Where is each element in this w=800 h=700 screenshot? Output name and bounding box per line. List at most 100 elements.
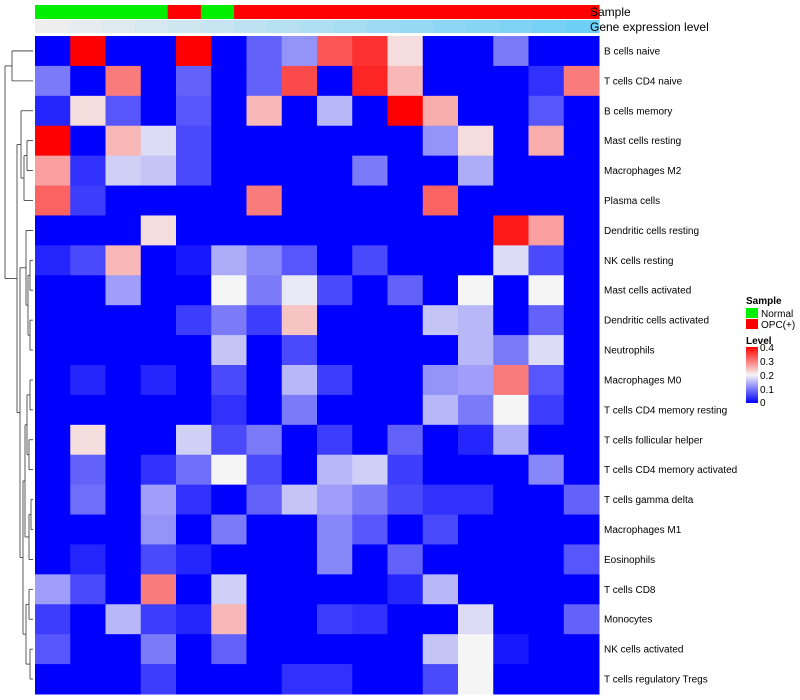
heatmap-cell-r20-c6 <box>246 634 283 665</box>
sample-cell-16 <box>565 5 600 19</box>
heatmap-cell-r10-c2 <box>105 335 142 366</box>
heatmap-cell-r4-c8 <box>317 155 353 187</box>
heatmap-cell-r8-c0 <box>35 275 71 306</box>
expression-cell-16 <box>565 20 600 33</box>
heatmap-cell-r12-c3 <box>140 394 177 426</box>
heatmap-cell-r18-c9 <box>352 574 388 605</box>
heatmap-cell-r6-c1 <box>70 215 106 246</box>
heatmap-cell-r21-c5 <box>211 664 247 695</box>
heatmap-cell-r4-c7 <box>281 155 318 187</box>
row-label-9: Dendritic cells activated <box>604 316 709 327</box>
heatmap-cell-r4-c6 <box>246 155 283 187</box>
heatmap-cell-r9-c2 <box>105 305 142 336</box>
heatmap-cell-r10-c3 <box>140 335 177 366</box>
heatmap-cell-r11-c8 <box>317 365 353 396</box>
heatmap-cell-r16-c12 <box>458 514 494 545</box>
level-tick-0.2: 0.2 <box>760 371 774 382</box>
heatmap-cell-r21-c9 <box>352 664 388 695</box>
heatmap-cell-r13-c13 <box>493 424 529 456</box>
heatmap-cell-r20-c2 <box>105 634 142 665</box>
heatmap-cell-r21-c4 <box>176 664 212 695</box>
heatmap-cell-r9-c12 <box>458 305 494 336</box>
level-colorbar <box>746 347 758 403</box>
expression-track-label: Gene expression level <box>590 20 709 34</box>
heatmap-cell-r20-c15 <box>563 634 600 665</box>
expression-cell-4 <box>167 20 202 33</box>
heatmap-cell-r9-c15 <box>563 305 600 336</box>
heatmap-cell-r12-c9 <box>352 394 388 426</box>
heatmap-cell-r0-c1 <box>70 36 106 67</box>
heatmap-cell-r13-c9 <box>352 424 388 456</box>
heatmap-cell-r6-c15 <box>563 215 600 246</box>
heatmap-cell-r19-c15 <box>563 604 600 635</box>
heatmap-cell-r20-c7 <box>281 634 318 665</box>
level-tick-0: 0 <box>760 398 766 409</box>
heatmap-cell-r10-c9 <box>352 335 388 366</box>
heatmap-cell-r18-c4 <box>176 574 212 605</box>
heatmap-cell-r17-c4 <box>176 544 212 575</box>
heatmap-cell-r18-c5 <box>211 574 247 605</box>
sample-cell-11 <box>399 5 434 19</box>
heatmap-cell-r17-c9 <box>352 544 388 575</box>
heatmap-cell-r20-c3 <box>140 634 177 665</box>
heatmap-cell-r13-c12 <box>458 424 494 456</box>
heatmap-cell-r0-c4 <box>176 36 212 67</box>
heatmap-cell-r13-c0 <box>35 424 71 456</box>
heatmap-cell-r12-c11 <box>422 394 459 426</box>
heatmap-cell-r12-c8 <box>317 394 353 426</box>
heatmap-cell-r5-c9 <box>352 185 388 216</box>
heatmap-cell-r13-c1 <box>70 424 106 456</box>
heatmap-cell-r8-c15 <box>563 275 600 306</box>
heatmap-cell-r11-c4 <box>176 365 212 396</box>
heatmap-cell-r11-c13 <box>493 365 529 396</box>
heatmap-cell-r12-c13 <box>493 394 529 426</box>
expression-cell-11 <box>399 20 434 33</box>
heatmap-cell-r16-c0 <box>35 514 71 545</box>
heatmap-cell-r10-c0 <box>35 335 71 366</box>
sample-cell-7 <box>267 5 301 19</box>
heatmap-cell-r12-c6 <box>246 394 283 426</box>
heatmap-cell-r7-c8 <box>317 245 353 276</box>
heatmap-cell-r12-c0 <box>35 394 71 426</box>
heatmap-cell-r1-c8 <box>317 65 353 97</box>
row-label-6: Dendritic cells resting <box>604 226 699 237</box>
heatmap-cell-r12-c2 <box>105 394 142 426</box>
legend-swatch-opc <box>746 319 758 329</box>
heatmap-cell-r15-c10 <box>387 484 424 516</box>
heatmap-cell-r7-c9 <box>352 245 388 276</box>
heatmap-cell-r2-c10 <box>387 95 424 127</box>
heatmap-cell-r21-c15 <box>563 664 600 695</box>
expression-cell-1 <box>68 20 102 33</box>
heatmap-cell-r21-c11 <box>422 664 459 695</box>
sample-cell-1 <box>68 5 102 19</box>
heatmap-cell-r17-c8 <box>317 544 353 575</box>
heatmap-cell-r6-c6 <box>246 215 283 246</box>
heatmap-cell-r17-c11 <box>422 544 459 575</box>
heatmap-cell-r10-c11 <box>422 335 459 366</box>
expression-cell-7 <box>267 20 301 33</box>
row-label-7: NK cells resting <box>604 256 673 267</box>
heatmap-cell-r0-c15 <box>563 36 600 67</box>
heatmap-cell-r21-c6 <box>246 664 283 695</box>
heatmap-cell-r10-c14 <box>528 335 565 366</box>
heatmap-cell-r0-c14 <box>528 36 565 67</box>
heatmap-cell-r8-c13 <box>493 275 529 306</box>
heatmap-cell-r15-c1 <box>70 484 106 516</box>
heatmap-cell-r6-c5 <box>211 215 247 246</box>
heatmap-cell-r19-c10 <box>387 604 424 635</box>
heatmap-cell-r2-c8 <box>317 95 353 127</box>
heatmap-cell-r0-c2 <box>105 36 142 67</box>
heatmap-cell-r9-c5 <box>211 305 247 336</box>
heatmap-cell-r6-c7 <box>281 215 318 246</box>
heatmap-cell-r4-c1 <box>70 155 106 187</box>
heatmap-cell-r2-c5 <box>211 95 247 127</box>
heatmap-cell-r2-c9 <box>352 95 388 127</box>
heatmap-cell-r14-c3 <box>140 454 177 486</box>
sample-cell-4 <box>167 5 202 19</box>
heatmap-cell-r21-c8 <box>317 664 353 695</box>
heatmap-cell-r14-c15 <box>563 454 600 486</box>
heatmap-cell-r12-c1 <box>70 394 106 426</box>
heatmap-cell-r6-c12 <box>458 215 494 246</box>
sample-cell-13 <box>466 5 500 19</box>
heatmap-cell-r0-c13 <box>493 36 529 67</box>
